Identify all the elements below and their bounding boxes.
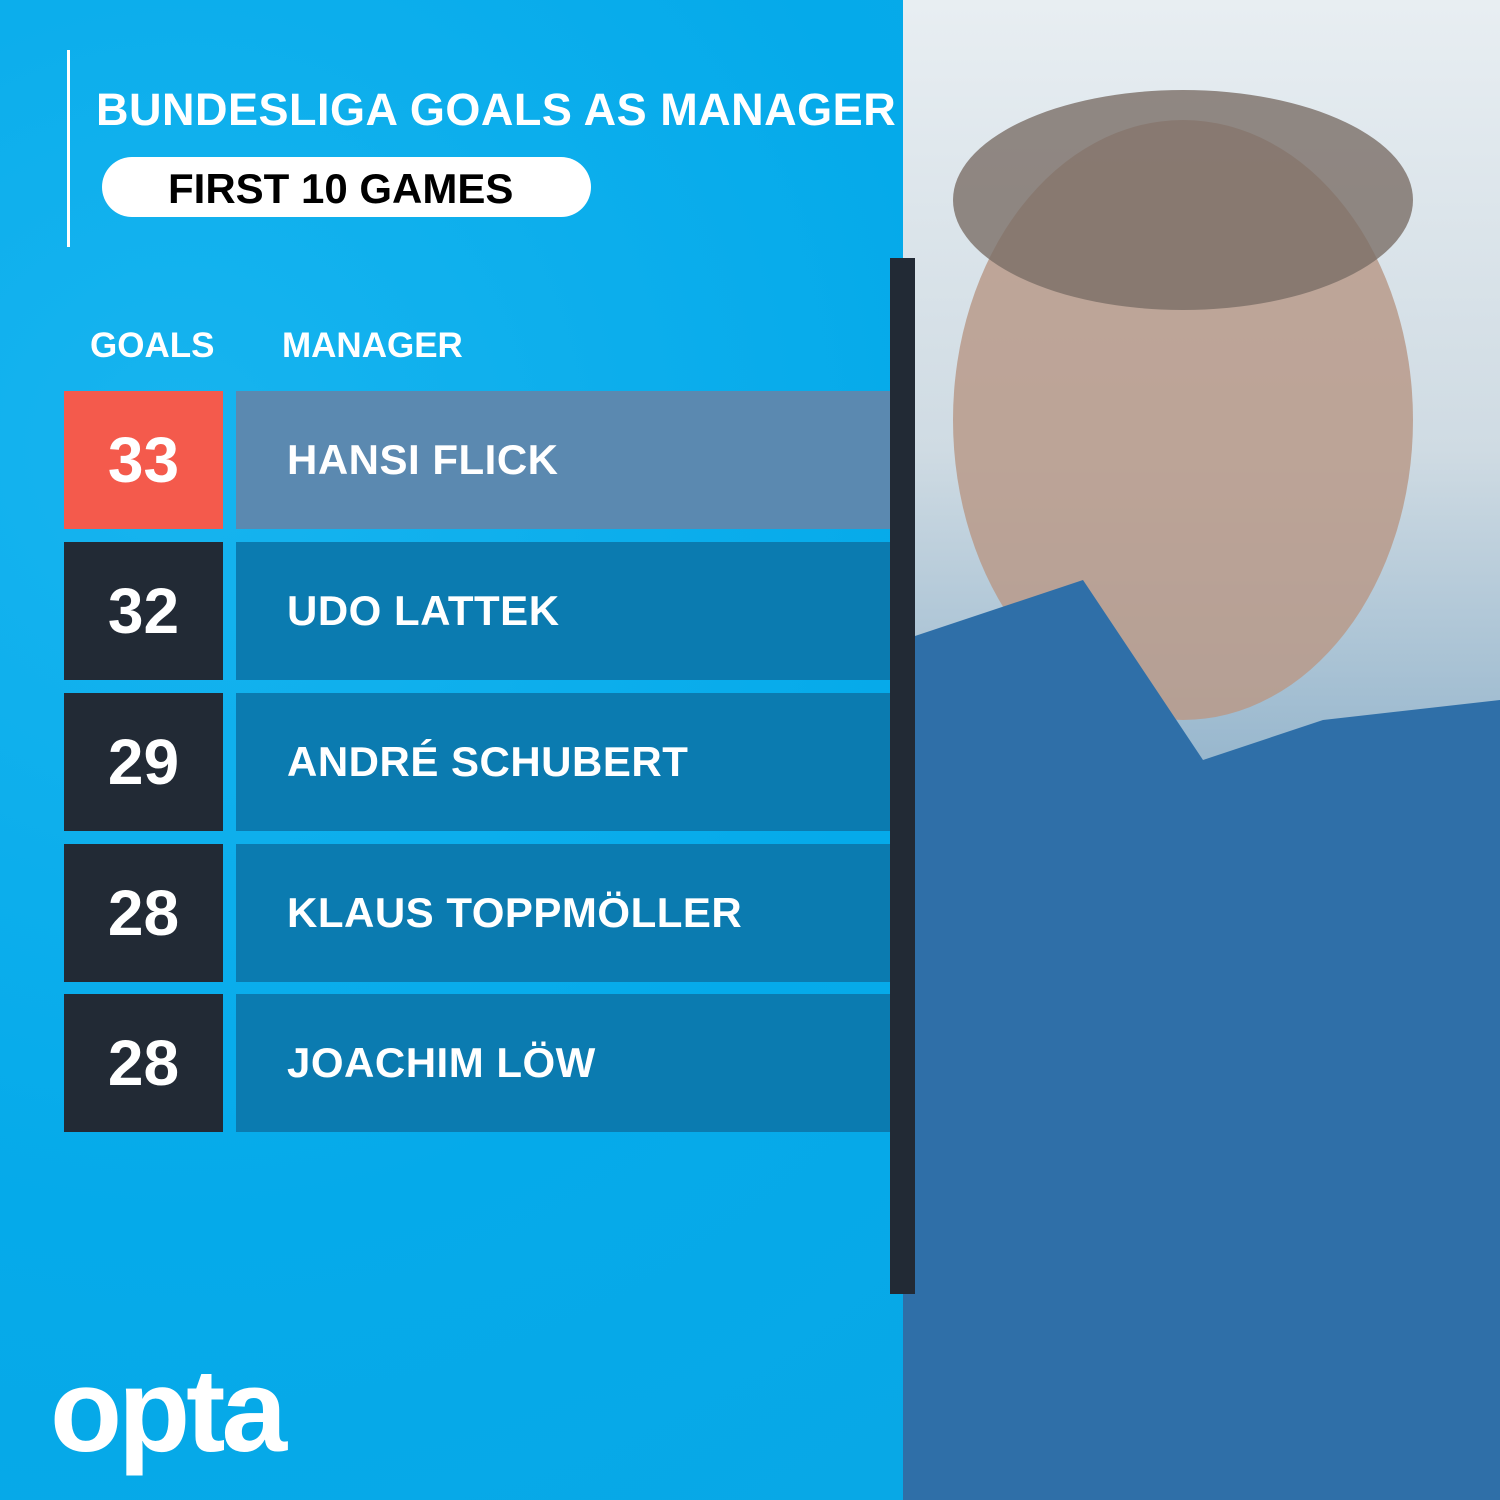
manager-name: ANDRÉ SCHUBERT xyxy=(236,693,890,831)
table-row: 33 HANSI FLICK xyxy=(64,391,890,529)
photo-placeholder xyxy=(903,90,1500,1500)
manager-photo xyxy=(903,0,1500,1500)
subtitle: FIRST 10 GAMES xyxy=(168,165,514,212)
manager-name: UDO LATTEK xyxy=(236,542,890,680)
opta-logo: opta xyxy=(50,1345,287,1477)
goals-value: 32 xyxy=(64,542,223,680)
manager-name: KLAUS TOPPMÖLLER xyxy=(236,844,890,982)
goals-value: 29 xyxy=(64,693,223,831)
table-row: 32 UDO LATTEK xyxy=(64,542,890,680)
chart-title: BUNDESLIGA GOALS AS MANAGER xyxy=(96,84,897,135)
table-row: 28 JOACHIM LÖW xyxy=(64,994,890,1132)
header-goals: GOALS xyxy=(90,326,215,365)
table-row: 29 ANDRÉ SCHUBERT xyxy=(64,693,890,831)
goals-value: 28 xyxy=(64,994,223,1132)
goals-value: 33 xyxy=(64,391,223,529)
accent-line xyxy=(67,50,70,247)
manager-name: JOACHIM LÖW xyxy=(236,994,890,1132)
left-panel: BUNDESLIGA GOALS AS MANAGER FIRST 10 GAM… xyxy=(0,0,903,1500)
manager-name: HANSI FLICK xyxy=(236,391,890,529)
header-manager: MANAGER xyxy=(282,326,463,365)
subtitle-pill: FIRST 10 GAMES xyxy=(102,157,591,217)
divider-bar xyxy=(890,258,915,1294)
table-row: 28 KLAUS TOPPMÖLLER xyxy=(64,844,890,982)
goals-value: 28 xyxy=(64,844,223,982)
